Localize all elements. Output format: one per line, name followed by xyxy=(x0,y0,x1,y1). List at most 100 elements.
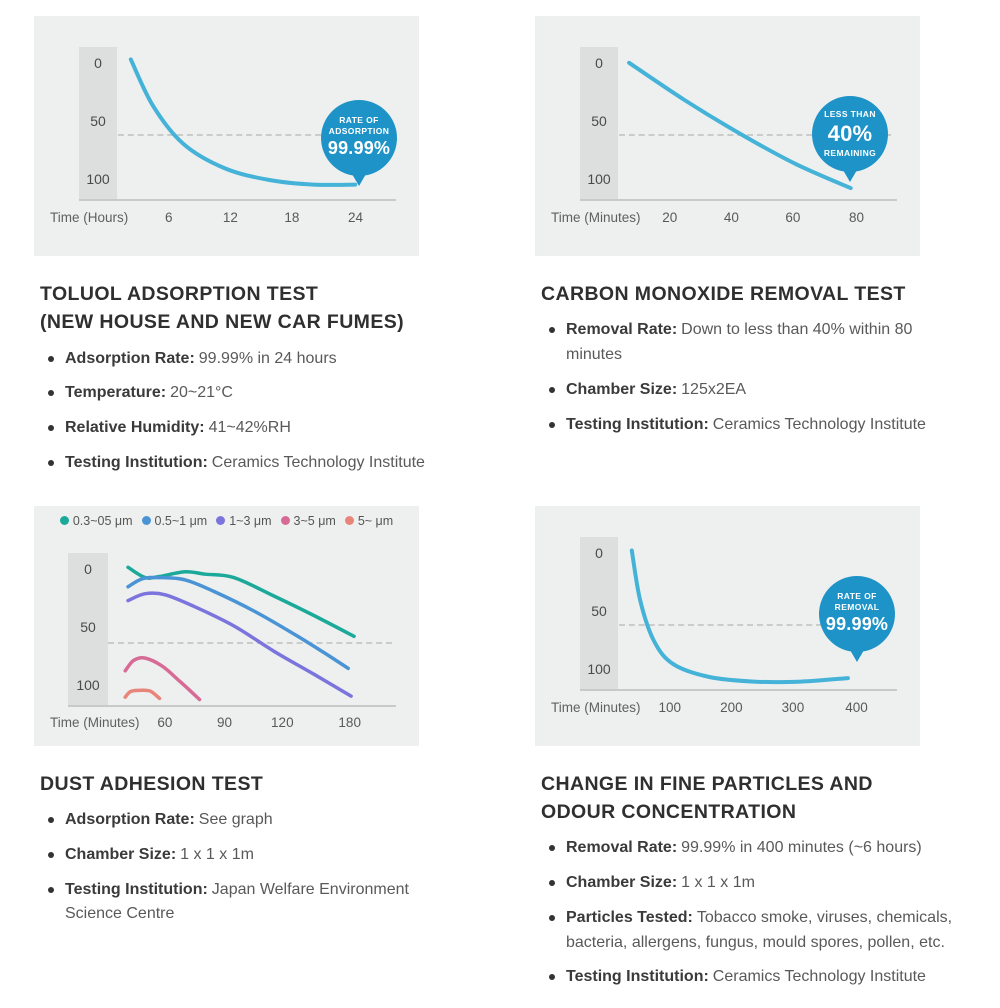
spec-value: Tobacco smoke, viruses, chemicals, bacte… xyxy=(566,908,953,951)
spec-label: Temperature: xyxy=(65,384,167,402)
x-tick-label: 90 xyxy=(217,714,233,730)
section-title: TOLUOL ADSORPTION TEST (NEW HOUSE AND NE… xyxy=(40,283,405,334)
spec-label: Particles Tested: xyxy=(566,908,693,926)
x-tick-label: 6 xyxy=(164,210,173,225)
spec-item: Chamber Size: 1 x 1 x 1m xyxy=(541,871,966,896)
x-tick-label: 20 xyxy=(662,210,678,225)
x-tick-label: 60 xyxy=(157,714,173,730)
co-chart-panel: 0 50 100 LESS THAN 40% REMAINING Time (M… xyxy=(535,16,920,256)
legend-label: 1~3 μm xyxy=(229,513,272,528)
spec-label: Adsorption Rate: xyxy=(65,810,195,828)
spec-value: 41~42%RH xyxy=(208,419,291,437)
x-axis-line xyxy=(79,199,396,201)
callout-bubble: RATE OF REMOVAL 99.99% xyxy=(819,575,895,652)
chart-legend: 0.3~05 μm 0.5~1 μm 1~3 μm 3~5 μm 5~ μm xyxy=(34,514,419,528)
y-tick-label: 0 xyxy=(595,55,603,71)
y-tick-label: 50 xyxy=(80,618,96,635)
spec-label: Removal Rate: xyxy=(566,839,678,857)
spec-list: Removal Rate: 99.99% in 400 minutes (~6 h… xyxy=(541,836,966,990)
spec-item: Testing Institution: Ceramics Technology … xyxy=(40,451,465,476)
legend-item: 3~5 μm xyxy=(280,513,336,528)
section-dust-adhesion: 0.3~05 μm 0.5~1 μm 1~3 μm 3~5 μm 5~ μm 0… xyxy=(34,505,465,1001)
callout-small-text: RATE OF REMOVAL xyxy=(834,590,880,613)
y-tick-label: 100 xyxy=(86,171,110,187)
y-axis-strip xyxy=(79,47,117,200)
spec-label: Relative Humidity: xyxy=(65,419,205,437)
spec-value: See graph xyxy=(198,810,273,828)
x-tick-label: 120 xyxy=(271,714,294,730)
dashed-gridline xyxy=(108,641,392,644)
x-tick-label: 200 xyxy=(720,699,743,715)
section-fine-particles-odour: 0 50 100 RATE OF REMOVAL 99.99% Time (Mi… xyxy=(535,505,966,1001)
spec-item: Testing Institution: Japan Welfare Enviro… xyxy=(40,878,465,928)
dashed-gridline xyxy=(619,623,891,626)
toluol-chart-panel: 0 50 100 RATE OF ADSORPTION 99.99% Time … xyxy=(34,16,419,256)
chart-curve xyxy=(128,57,358,187)
section-text: CARBON MONOXIDE REMOVAL TEST Removal Rat… xyxy=(535,280,966,437)
y-axis-strip xyxy=(580,536,618,690)
section-text: TOLUOL ADSORPTION TEST (NEW HOUSE AND NE… xyxy=(34,280,465,476)
x-tick-label: 100 xyxy=(658,699,682,715)
y-tick-label: 100 xyxy=(76,676,100,693)
spec-value: 125x2EA xyxy=(681,380,747,398)
legend-item: 0.3~05 μm xyxy=(59,514,133,528)
y-tick-label: 50 xyxy=(90,113,106,129)
chart-curve xyxy=(627,60,853,191)
spec-list: Adsorption Rate: 99.99% in 24 hours Tempe… xyxy=(40,347,465,476)
spec-list: Adsorption Rate: See graph Chamber Size: 1… xyxy=(40,808,465,927)
spec-label: Chamber Size: xyxy=(566,874,678,892)
spec-item: Particles Tested: Tobacco smoke, viruses,… xyxy=(541,906,966,956)
x-tick-label: 60 xyxy=(785,210,801,225)
y-tick-label: 50 xyxy=(591,602,607,619)
legend-label: 3~5 μm xyxy=(293,513,336,528)
x-tick-label: 400 xyxy=(845,699,868,715)
legend-dot-icon xyxy=(280,516,290,526)
callout-small-text: LESS THAN xyxy=(824,108,876,119)
section-text: CHANGE IN FINE PARTICLES AND ODOUR CONCE… xyxy=(535,770,966,991)
legend-dot-icon xyxy=(141,516,151,526)
x-axis-line xyxy=(580,688,897,691)
x-tick-label: 24 xyxy=(347,210,363,225)
callout-small-text: RATE OF ADSORPTION xyxy=(328,115,390,137)
legend-dot-icon xyxy=(344,516,354,526)
x-axis-line xyxy=(580,199,897,201)
spec-value: Ceramics Technology Institute xyxy=(712,415,926,433)
x-axis-line xyxy=(68,704,396,707)
spec-value: Japan Welfare Environment Science Centre xyxy=(65,880,409,923)
spec-item: Relative Humidity: 41~42%RH xyxy=(40,416,465,441)
spec-value: 99.99% in 400 minutes (~6 hours) xyxy=(681,839,922,857)
spec-label: Testing Institution: xyxy=(566,968,709,986)
legend-item: 5~ μm xyxy=(344,514,393,528)
spec-item: Adsorption Rate: 99.99% in 24 hours xyxy=(40,347,465,372)
spec-value: 1 x 1 x 1m xyxy=(180,845,254,863)
legend-item: 0.5~1 μm xyxy=(141,513,208,528)
x-tick-label: 12 xyxy=(222,210,238,225)
spec-value: Ceramics Technology Institute xyxy=(712,968,926,986)
spec-label: Adsorption Rate: xyxy=(65,349,195,367)
spec-value: 99.99% in 24 hours xyxy=(198,349,337,367)
x-axis-title: Time (Minutes) xyxy=(50,714,140,730)
callout-bubble: RATE OF ADSORPTION 99.99% xyxy=(321,100,397,176)
spec-item: Adsorption Rate: See graph xyxy=(40,808,465,833)
spec-label: Removal Rate: xyxy=(566,321,678,339)
callout-small-text: REMAINING xyxy=(823,148,877,159)
chart-curve xyxy=(629,548,850,684)
particles-chart-panel: 0 50 100 RATE OF REMOVAL 99.99% Time (Mi… xyxy=(535,505,920,746)
y-tick-label: 100 xyxy=(587,171,611,187)
x-tick-label: 80 xyxy=(848,210,864,225)
spec-value: 20~21°C xyxy=(170,384,233,402)
spec-label: Testing Institution: xyxy=(65,880,208,898)
x-axis-title: Time (Minutes) xyxy=(551,210,641,225)
callout-big-text: 40% xyxy=(827,120,873,146)
spec-label: Chamber Size: xyxy=(65,845,177,863)
spec-list: Removal Rate: Down to less than 40% withi… xyxy=(541,318,966,437)
dashed-gridline xyxy=(118,134,390,136)
callout-big-text: 99.99% xyxy=(327,138,391,159)
section-title: CHANGE IN FINE PARTICLES AND ODOUR CONCE… xyxy=(541,772,873,823)
section-text: DUST ADHESION TEST Adsorption Rate: See g… xyxy=(34,770,465,927)
y-tick-label: 0 xyxy=(94,55,102,71)
x-axis-title: Time (Hours) xyxy=(50,210,129,225)
legend-dot-icon xyxy=(59,516,69,526)
y-axis-strip xyxy=(580,47,618,200)
legend-label: 0.5~1 μm xyxy=(154,513,208,528)
